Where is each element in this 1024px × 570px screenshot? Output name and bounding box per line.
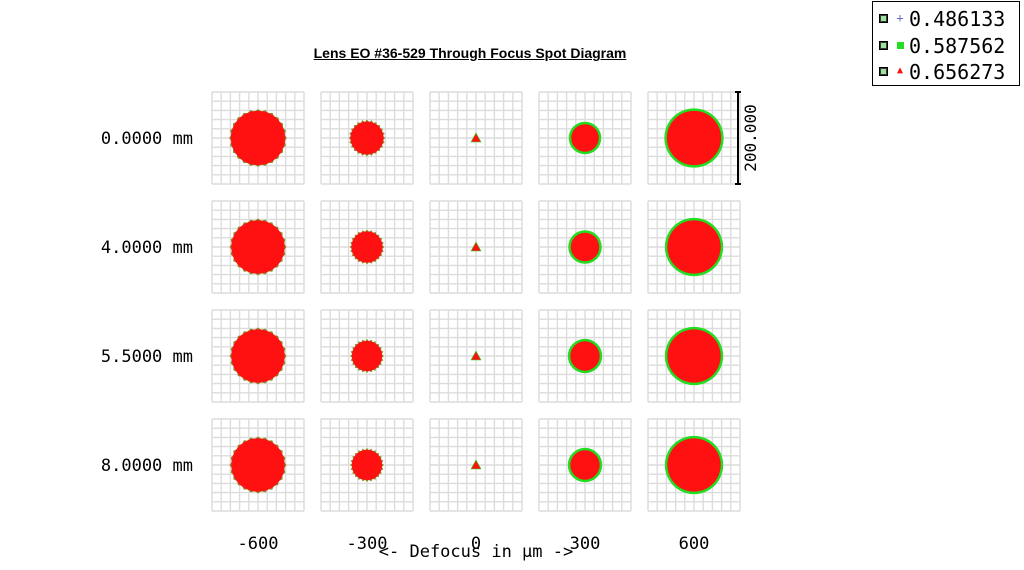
legend-item-0587562[interactable]: 0.587562 — [877, 34, 1017, 58]
spot-blob — [351, 449, 383, 481]
spot-blob — [350, 121, 384, 155]
legend-label: 0.587562 — [909, 34, 1006, 58]
spot-blob — [231, 438, 285, 492]
spot-cell — [647, 418, 741, 512]
spot-blob — [571, 124, 599, 152]
spot-cell — [211, 91, 305, 185]
spot-cell — [211, 309, 305, 403]
spot-blob — [570, 341, 600, 371]
plus-marker-icon: + — [896, 11, 904, 25]
spot-cell — [647, 309, 741, 403]
spot-cell — [429, 309, 523, 403]
field-label: 5.5000 mm — [101, 347, 193, 367]
spot-cell — [538, 418, 632, 512]
scale-bar-label: 200.000 — [741, 104, 760, 171]
spot-cell — [320, 200, 414, 294]
spot-cell — [320, 309, 414, 403]
x-axis-label: <- Defocus in µm -> — [379, 542, 573, 562]
spot-cell — [538, 309, 632, 403]
spot-blob — [570, 232, 600, 262]
spot-center — [470, 350, 482, 361]
spot-blob — [351, 340, 383, 372]
defocus-tick-label: -600 — [238, 534, 279, 554]
spot-center — [470, 132, 482, 143]
spot-cell — [538, 200, 632, 294]
spot-blob — [667, 220, 721, 274]
chart-title: Lens EO #36-529 Through Focus Spot Diagr… — [313, 45, 627, 61]
spot-center — [470, 241, 482, 252]
spot-blob — [231, 220, 285, 274]
triangle-marker-icon: ▲ — [896, 65, 904, 76]
field-label: 8.0000 mm — [101, 456, 193, 476]
legend-checkbox[interactable] — [879, 67, 888, 76]
spot-cell — [320, 418, 414, 512]
legend-checkbox[interactable] — [879, 41, 888, 50]
spot-blob — [231, 329, 285, 383]
legend-checkbox[interactable] — [879, 14, 888, 23]
spot-cell — [429, 91, 523, 185]
spot-cell — [647, 200, 741, 294]
square-marker-icon — [894, 36, 906, 54]
spot-blob — [570, 450, 600, 480]
spot-blob — [667, 438, 721, 492]
spot-blob — [667, 329, 721, 383]
defocus-tick-label: 600 — [679, 534, 710, 554]
defocus-tick-label: 0 — [471, 534, 481, 554]
spot-cell — [647, 91, 741, 185]
spot-blob — [230, 110, 286, 166]
field-label: 0.0000 mm — [101, 129, 193, 149]
spot-cell — [429, 200, 523, 294]
legend-item-0656273[interactable]: ▲ 0.656273 — [877, 60, 1017, 84]
spot-blob — [666, 110, 722, 166]
spot-blob — [351, 231, 383, 263]
legend-item-0486133[interactable]: + 0.486133 — [877, 7, 1017, 31]
legend[interactable]: + 0.486133 0.587562 ▲ 0.656273 — [872, 1, 1020, 86]
spot-center — [470, 459, 482, 470]
spot-cell — [538, 91, 632, 185]
spot-cell — [211, 200, 305, 294]
spot-cell — [429, 418, 523, 512]
defocus-tick-label: -300 — [347, 534, 388, 554]
legend-label: 0.486133 — [909, 7, 1006, 31]
defocus-tick-label: 300 — [570, 534, 601, 554]
spot-cell — [211, 418, 305, 512]
legend-label: 0.656273 — [909, 60, 1006, 84]
spot-cell — [320, 91, 414, 185]
field-label: 4.0000 mm — [101, 238, 193, 258]
